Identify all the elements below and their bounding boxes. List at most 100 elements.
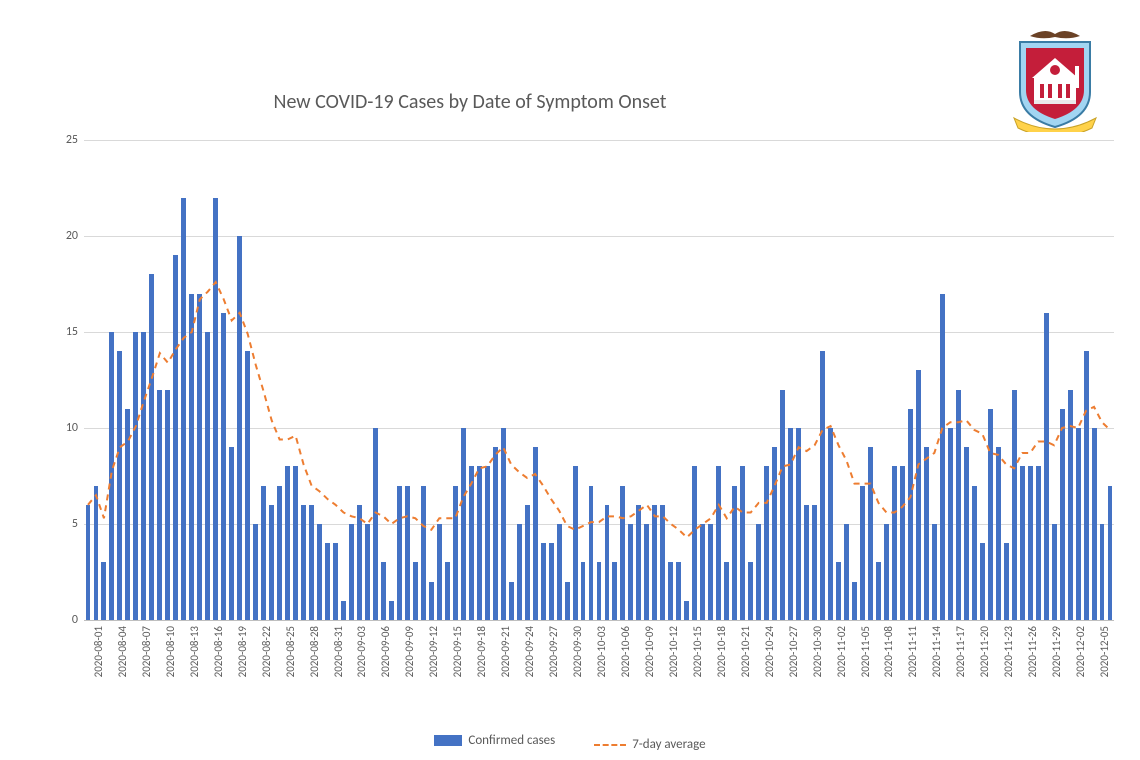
bar: [189, 294, 194, 620]
x-tick-label: 2020-11-08: [882, 626, 895, 677]
bar: [708, 524, 713, 620]
bar: [676, 562, 681, 620]
bar: [125, 409, 130, 620]
bar: [652, 505, 657, 620]
bar: [772, 447, 777, 620]
x-tick-label: 2020-09-24: [523, 626, 536, 677]
bar: [748, 562, 753, 620]
x-tick-label: 2020-08-19: [236, 626, 249, 677]
bar: [253, 524, 258, 620]
bar: [684, 601, 689, 620]
bar: [724, 562, 729, 620]
bar: [573, 466, 578, 620]
bar: [1012, 390, 1017, 620]
bar: [317, 524, 322, 620]
x-tick-label: 2020-09-12: [427, 626, 440, 677]
bar: [644, 524, 649, 620]
x-tick-label: 2020-09-30: [571, 626, 584, 677]
legend-item-confirmed: Confirmed cases: [434, 733, 555, 748]
legend-swatch-line: [594, 744, 626, 746]
x-tick-label: 2020-08-16: [212, 626, 225, 677]
bar: [565, 582, 570, 620]
bar: [980, 543, 985, 620]
bar: [237, 236, 242, 620]
bar: [836, 562, 841, 620]
bar: [213, 198, 218, 620]
bar: [277, 486, 282, 620]
bar: [852, 582, 857, 620]
bar: [493, 447, 498, 620]
bar: [597, 562, 602, 620]
bar: [117, 351, 122, 620]
bar: [1044, 313, 1049, 620]
bar: [796, 428, 801, 620]
bar: [341, 601, 346, 620]
bar: [916, 370, 921, 620]
bar: [149, 274, 154, 620]
y-tick-label: 0: [54, 613, 78, 627]
bar: [405, 486, 410, 620]
bar: [988, 409, 993, 620]
bar: [1052, 524, 1057, 620]
y-tick-label: 25: [54, 133, 78, 147]
x-tick-label: 2020-09-09: [403, 626, 416, 677]
x-tick-label: 2020-08-01: [92, 626, 105, 677]
bar: [820, 351, 825, 620]
bar: [668, 562, 673, 620]
bar: [628, 524, 633, 620]
plot-outer: 0510152025 2020-08-012020-08-042020-08-0…: [54, 140, 1114, 620]
x-tick-label: 2020-10-24: [763, 626, 776, 677]
x-tick-label: 2020-09-15: [451, 626, 464, 677]
bar: [389, 601, 394, 620]
bar: [86, 505, 91, 620]
bar: [373, 428, 378, 620]
bar: [716, 466, 721, 620]
x-tick-label: 2020-11-14: [930, 626, 943, 677]
x-tick-label: 2020-11-02: [835, 626, 848, 677]
x-tick-label: 2020-11-26: [1026, 626, 1039, 677]
bar: [349, 524, 354, 620]
bar: [357, 505, 362, 620]
bar: [589, 486, 594, 620]
bar: [325, 543, 330, 620]
bar: [700, 524, 705, 620]
bar: [996, 447, 1001, 620]
x-tick-label: 2020-12-02: [1074, 626, 1087, 677]
bar: [437, 524, 442, 620]
x-tick-label: 2020-10-30: [811, 626, 824, 677]
bar: [197, 294, 202, 620]
bar: [221, 313, 226, 620]
bar: [581, 562, 586, 620]
bar: [501, 428, 506, 620]
bar: [381, 562, 386, 620]
x-tick-label: 2020-08-22: [260, 626, 273, 677]
bar: [788, 428, 793, 620]
bar: [780, 390, 785, 620]
bar: [101, 562, 106, 620]
bar: [932, 524, 937, 620]
bar: [301, 505, 306, 620]
bar: [1068, 390, 1073, 620]
bar: [860, 486, 865, 620]
x-tick-label: 2020-09-18: [475, 626, 488, 677]
x-tick-label: 2020-11-23: [1002, 626, 1015, 677]
bar: [109, 332, 114, 620]
bar: [94, 486, 99, 620]
bar: [612, 562, 617, 620]
x-tick-label: 2020-10-09: [643, 626, 656, 677]
bar: [429, 582, 434, 620]
x-tick-label: 2020-08-13: [188, 626, 201, 677]
bar: [445, 562, 450, 620]
bar: [165, 390, 170, 620]
bar: [948, 428, 953, 620]
bar: [956, 390, 961, 620]
bar: [900, 466, 905, 620]
bar: [133, 332, 138, 620]
x-tick-label: 2020-10-06: [619, 626, 632, 677]
bar: [525, 505, 530, 620]
y-tick-label: 15: [54, 325, 78, 339]
bar: [1036, 466, 1041, 620]
bar: [549, 543, 554, 620]
bar: [1092, 428, 1097, 620]
x-tick-label: 2020-11-05: [859, 626, 872, 677]
